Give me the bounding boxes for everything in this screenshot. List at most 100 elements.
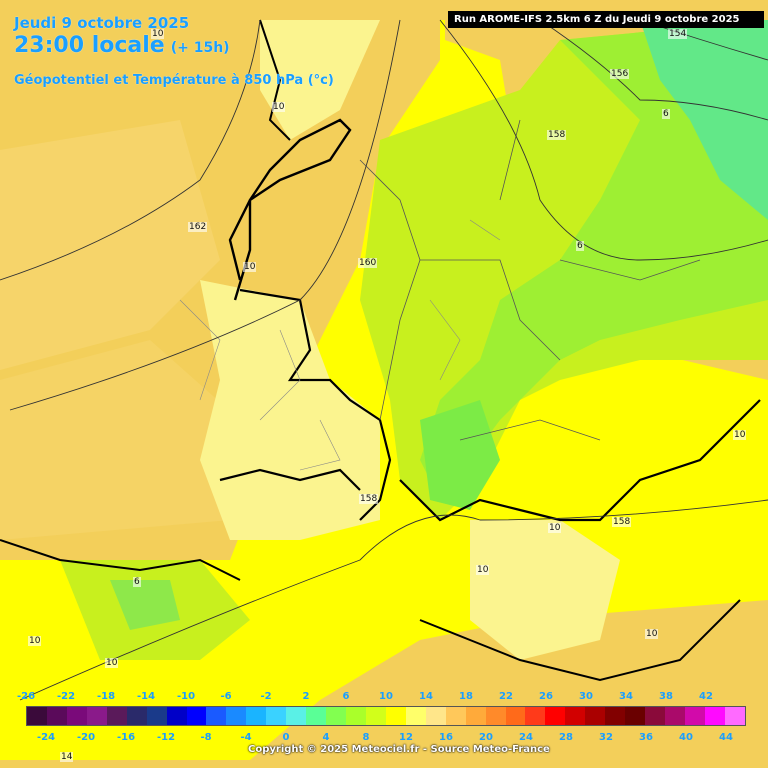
coastline-south <box>419 599 741 682</box>
legend-swatch <box>425 707 446 725</box>
legend-label-top: -6 <box>220 691 232 702</box>
legend-label-top: 26 <box>539 691 553 702</box>
forecast-lead: (+ 15h) <box>170 40 230 56</box>
isoline-label-162: 162 <box>188 222 208 232</box>
run-banner: Run AROME-IFS 2.5km 6 Z du Jeudi 9 octob… <box>448 11 764 28</box>
region-borders <box>179 219 501 471</box>
legend-swatch <box>565 707 586 725</box>
legend-label-top: 30 <box>579 691 593 702</box>
legend-label-bottom: 4 <box>322 732 330 743</box>
legend-label-top: 38 <box>659 691 673 702</box>
copyright-text: Copyright © 2025 Meteociel.fr - Source M… <box>248 744 550 755</box>
legend-label-top: 6 <box>342 691 350 702</box>
legend-swatch <box>326 707 346 725</box>
legend-swatch <box>665 707 685 725</box>
isoline-label-10-sw2: 10 <box>105 658 119 668</box>
coastline-england <box>259 19 291 141</box>
isoline-label-158: 158 <box>547 130 567 140</box>
legend-swatch <box>724 707 745 725</box>
forecast-date: Jeudi 9 octobre 2025 <box>14 14 190 32</box>
isoline-label-10-sw1: 10 <box>28 636 42 646</box>
legend-label-bottom: -12 <box>156 732 176 743</box>
legend-label-bottom: -16 <box>116 732 136 743</box>
legend-swatch <box>445 707 466 725</box>
legend-label-bottom: 32 <box>599 732 613 743</box>
isoline-label-10-top: 10 <box>151 29 165 39</box>
legend-swatch <box>27 707 47 725</box>
legend-swatch <box>166 707 187 725</box>
cream-zone-england <box>260 20 380 140</box>
coastline-channel <box>228 118 352 301</box>
coastline-mediterranean <box>399 399 761 522</box>
coastline-brittany <box>239 288 392 521</box>
biscay-zone <box>0 340 240 540</box>
legend-swatch <box>86 707 107 725</box>
legend-label-bottom: 20 <box>479 732 493 743</box>
country-borders <box>359 119 701 441</box>
legend-label-bottom: 36 <box>639 732 653 743</box>
legend-color-bar <box>26 706 746 726</box>
legend-label-top: 2 <box>302 691 310 702</box>
legend-label-bottom: 8 <box>362 732 370 743</box>
legend-swatch <box>405 707 426 725</box>
legend-label-top: 22 <box>499 691 513 702</box>
legend-swatch <box>226 707 247 725</box>
legend-swatch <box>365 707 386 725</box>
legend-swatch <box>306 707 327 725</box>
green-zone-alps <box>420 400 500 510</box>
legend-swatch <box>66 707 87 725</box>
isoline-label-6-sw: 6 <box>133 577 141 587</box>
legend-swatch <box>346 707 366 725</box>
green-zone <box>420 20 768 500</box>
sea-warm-zone <box>0 120 220 370</box>
legend-label-top: 18 <box>459 691 473 702</box>
isoline-label-10-se: 10 <box>645 629 659 639</box>
legend-label-top: 10 <box>379 691 393 702</box>
legend-swatch <box>286 707 307 725</box>
isoline-label-10-e: 10 <box>733 430 747 440</box>
isoline-label-10-s: 10 <box>476 565 490 575</box>
legend-swatch <box>385 707 406 725</box>
legend-swatch <box>704 707 725 725</box>
temperature-legend: -26 -22 -18 -14 -10 -6 -2 2 6 10 14 18 22 26 30 34 38 42-… <box>0 688 768 768</box>
teal-zone <box>640 20 768 220</box>
isohypse-160 <box>9 19 401 411</box>
legend-label-bottom: 44 <box>719 732 733 743</box>
isohypse-158-south <box>19 499 768 701</box>
legend-label-top: 34 <box>619 691 633 702</box>
isoline-label-6-ne: 6 <box>662 109 670 119</box>
legend-label-bottom: 40 <box>679 732 693 743</box>
legend-label-top: 42 <box>699 691 713 702</box>
coastline-spain-north <box>219 468 361 491</box>
isohypse-158 <box>439 19 768 261</box>
legend-label-top: -2 <box>260 691 272 702</box>
legend-swatch <box>146 707 167 725</box>
legend-swatch <box>126 707 147 725</box>
legend-label-bottom: 24 <box>519 732 533 743</box>
coastline-spain <box>0 539 241 581</box>
cream-zone-italy <box>470 520 620 660</box>
isoline-label-154: 154 <box>668 29 688 39</box>
legend-swatch <box>465 707 486 725</box>
legend-label-bottom: 28 <box>559 732 573 743</box>
legend-swatch <box>266 707 287 725</box>
legend-swatch <box>246 707 267 725</box>
isoline-label-158-c: 158 <box>359 494 379 504</box>
legend-swatch <box>525 707 546 725</box>
legend-label-top: -10 <box>176 691 196 702</box>
isoline-label-10-n: 10 <box>272 102 286 112</box>
isoline-label-6-e: 6 <box>576 241 584 251</box>
legend-label-bottom: -24 <box>36 732 56 743</box>
legend-swatch <box>645 707 665 725</box>
legend-swatch <box>625 707 646 725</box>
legend-label-bottom: -8 <box>200 732 212 743</box>
isohypse-162 <box>0 19 261 281</box>
legend-swatch <box>684 707 705 725</box>
legend-swatch <box>46 707 67 725</box>
legend-swatch <box>206 707 227 725</box>
isoline-label-10-nw: 10 <box>243 262 257 272</box>
legend-swatch <box>106 707 127 725</box>
forecast-time-value: 23:00 locale <box>14 33 165 58</box>
